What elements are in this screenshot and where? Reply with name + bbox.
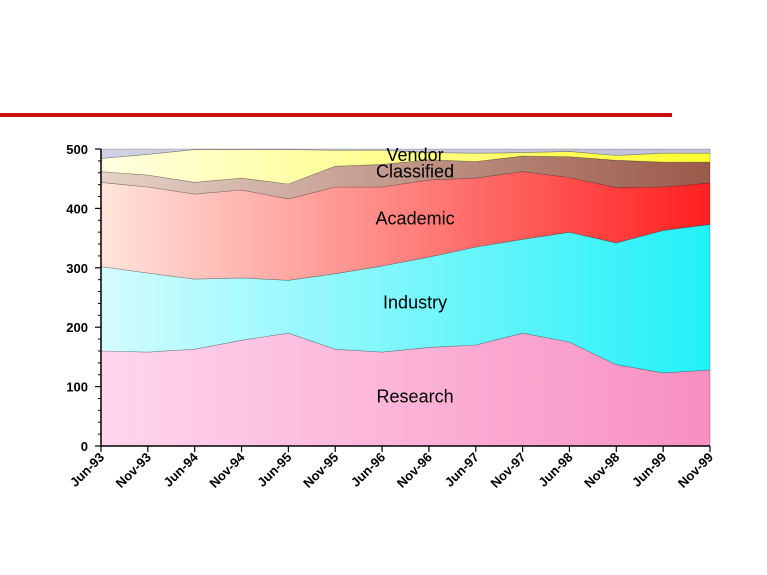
x-tick-label: Jun-97 [442,450,482,490]
series-label-industry: Industry [383,292,447,312]
x-tick-label: Nov-97 [487,450,528,491]
y-tick-label: 400 [66,201,88,216]
x-tick-label: Jun-93 [67,450,107,490]
y-tick-label: 0 [81,439,88,454]
y-tick-label: 500 [66,142,88,157]
x-tick-label: Nov-95 [300,450,341,491]
x-tick-label: Nov-99 [675,450,716,491]
x-tick-label: Jun-94 [161,449,202,490]
y-tick-label: 200 [66,320,88,335]
area-other [100,148,711,159]
y-tick-label: 300 [66,261,88,276]
series-label-vendor: Vendor [387,145,444,165]
y-tick-label: 100 [66,380,88,395]
title-divider-rule [0,113,672,117]
x-tick-label: Jun-99 [629,450,669,490]
x-tick-label: Nov-96 [394,450,435,491]
x-tick-label: Nov-98 [581,450,622,491]
series-label-classified: Classified [376,162,454,182]
x-tick-label: Jun-98 [535,450,575,490]
x-tick-label: Jun-95 [254,450,294,490]
x-tick-label: Nov-94 [206,449,248,491]
series-label-academic: Academic [376,208,455,228]
x-tick-label: Nov-93 [113,450,154,491]
x-tick-label: Jun-96 [348,450,388,490]
series-label-research: Research [377,387,454,407]
